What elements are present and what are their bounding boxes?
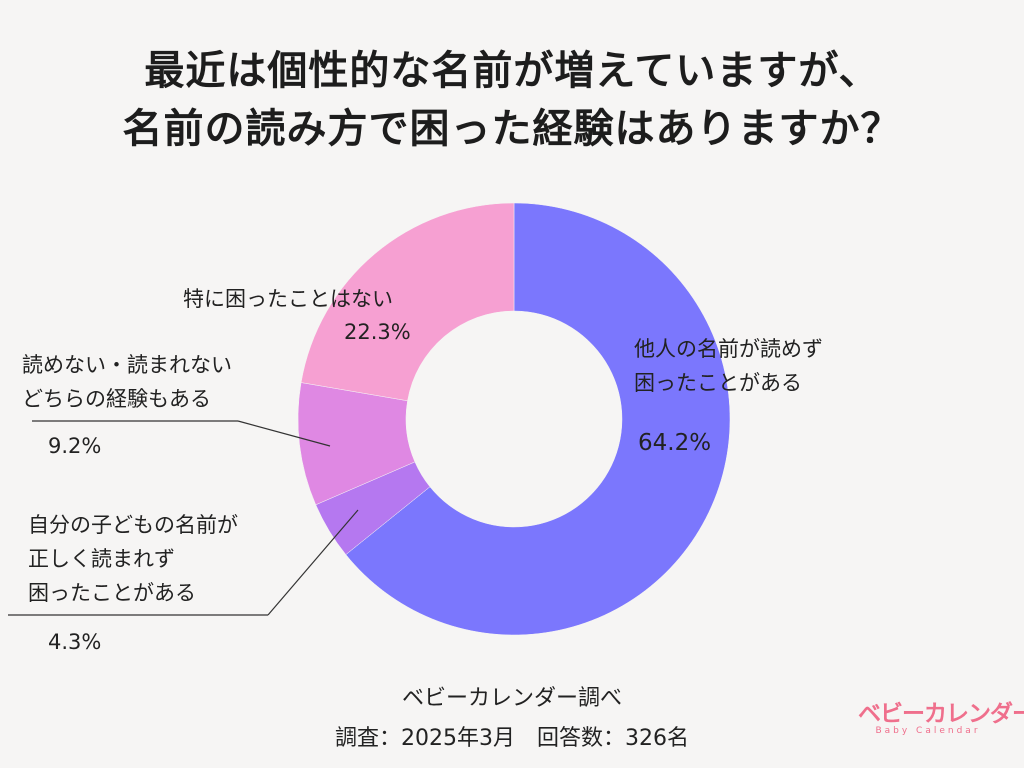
- baby-calendar-logo: ベビーカレンダー Baby Calendar: [858, 694, 1024, 736]
- source-label: ベビーカレンダー調べ: [401, 686, 622, 711]
- value-label-4-3: 4.3%: [48, 630, 102, 654]
- leader-line-4-3-diag: [267, 509, 359, 616]
- slice-others-names: [345, 202, 731, 636]
- slice-no-trouble: [300, 202, 515, 402]
- label-slice-others-names: 他人の名前が読めず 困ったことがある: [634, 332, 823, 400]
- value-label-9-2: 9.2%: [48, 434, 102, 458]
- label-slice-both-line1: 読めない・読まれない: [22, 353, 232, 377]
- leader-line-9-2-diag: [237, 420, 331, 447]
- value-label-64-2: 64.2%: [638, 430, 712, 456]
- label-slice-others-names-line2: 困ったことがある: [634, 371, 802, 395]
- logo-text: ベビーカレンダー: [858, 701, 1024, 727]
- label-slice-no-trouble: 特に困ったことはない: [183, 287, 393, 311]
- chart-title: 最近は個性的な名前が増えていますが、 名前の読み方で困った経験はありますか？: [0, 42, 1024, 158]
- label-slice-own-child-line1: 自分の子どもの名前が: [28, 513, 238, 537]
- label-slice-both-line2: どちらの経験もある: [22, 387, 211, 411]
- label-slice-both: 読めない・読まれない どちらの経験もある: [22, 348, 232, 416]
- logo-subtext: Baby Calendar: [875, 726, 981, 736]
- survey-info: 調査：2025年3月 回答数：326名: [335, 726, 689, 751]
- label-slice-own-child: 自分の子どもの名前が 正しく読まれず 困ったことがある: [28, 508, 238, 610]
- title-line-1: 最近は個性的な名前が増えていますが、: [144, 48, 880, 94]
- label-slice-others-names-line1: 他人の名前が読めず: [634, 337, 823, 361]
- label-slice-own-child-line2: 正しく読まれず: [28, 547, 175, 571]
- title-line-2: 名前の読み方で困った経験はありますか？: [122, 106, 902, 152]
- value-label-22-3: 22.3%: [344, 320, 411, 344]
- label-slice-own-child-line3: 困ったことがある: [28, 581, 196, 605]
